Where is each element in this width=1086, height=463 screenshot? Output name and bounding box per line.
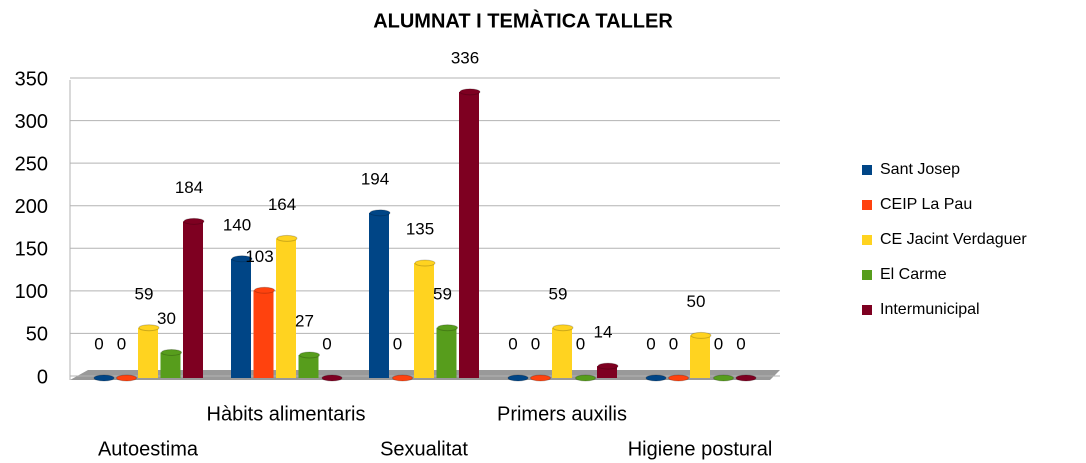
bar-top [183,217,205,225]
bar [597,366,617,378]
value-label: 184 [175,178,203,197]
value-label: 59 [135,284,154,303]
bar-top [597,362,619,370]
value-label: 59 [433,284,452,303]
value-label: 30 [157,309,176,328]
x-tick-label: Autoestima [98,438,199,460]
bar [138,327,158,378]
bar-top [138,324,160,332]
value-label: 0 [736,334,745,353]
legend-swatch [862,305,872,315]
value-label: 0 [508,334,517,353]
bar-top [299,351,320,359]
bar-top [668,374,689,382]
bar-top [161,348,182,356]
bar [276,238,296,378]
value-label: 135 [406,220,434,239]
legend-label: Sant Josep [880,161,960,178]
bar-top [735,374,757,382]
legend-swatch [862,235,872,245]
value-label: 164 [268,195,296,214]
x-tick-label: Hàbits alimentaris [207,403,366,425]
value-label: 59 [549,284,568,303]
value-label: 140 [223,215,251,234]
bar [369,212,389,378]
bar-top [231,255,253,263]
bar [253,290,274,378]
x-tick-label: Sexualitat [380,438,468,460]
y-tick-label: 0 [37,366,48,388]
bar [298,355,319,378]
legend-label: CEIP La Pau [880,196,972,213]
bar-top [690,331,712,339]
legend-swatch [862,165,872,175]
value-label: 0 [646,334,655,353]
value-label: 0 [531,334,540,353]
value-label: 0 [94,334,103,353]
x-tick-label: Higiene postural [628,438,773,460]
y-tick-label: 350 [15,68,48,90]
value-label: 0 [322,334,331,353]
chart-title: ALUMNAT I TEMÀTICA TALLER [373,9,673,32]
legend-label: El Carme [880,266,947,283]
bar-top [414,259,436,267]
legend-swatch [862,200,872,210]
value-label: 14 [594,323,613,342]
bar-top [116,374,137,382]
value-label: 0 [393,334,402,353]
y-tick-label: 250 [15,153,48,175]
value-label: 27 [295,311,314,330]
bar [690,335,710,378]
bar-top [713,374,734,382]
value-label: 50 [687,292,706,311]
bar-top [575,374,596,382]
value-label: 103 [245,247,273,266]
x-tick-label: Primers auxilis [497,403,627,425]
value-label: 336 [451,48,479,67]
legend-label: Intermunicipal [880,301,980,318]
bar-top [392,374,413,382]
y-tick-label: 300 [15,111,48,133]
bar [436,327,457,378]
bar [414,263,434,378]
legend-swatch [862,270,872,280]
bar [552,327,572,378]
legend-label: CE Jacint Verdaguer [880,231,1027,248]
bar-top [93,374,115,382]
bar-top [276,234,298,242]
value-label: 0 [714,334,723,353]
bar [160,352,181,378]
bar-top [254,286,275,294]
bar-top [369,209,391,217]
value-label: 194 [361,169,389,188]
bar-top [437,324,458,332]
bar-top [645,374,667,382]
bar-top [459,88,481,96]
y-tick-label: 200 [15,196,48,218]
bar-top [552,324,574,332]
bar [183,221,203,378]
bar-top [321,374,343,382]
value-label: 0 [669,334,678,353]
y-tick-label: 150 [15,239,48,261]
bar [459,91,479,379]
y-tick-label: 100 [15,281,48,303]
bar-top [507,374,529,382]
value-label: 0 [576,334,585,353]
y-tick-label: 50 [26,324,48,346]
bar-top [530,374,551,382]
bar [231,258,251,378]
value-label: 0 [117,334,126,353]
